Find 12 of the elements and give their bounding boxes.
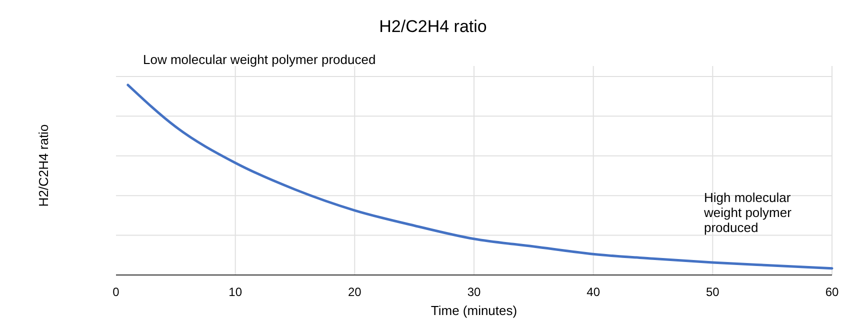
x-tick-label: 10 [228,285,242,299]
text: Low molecular weight polymer produced [143,52,376,67]
x-tick-label: 20 [348,285,362,299]
x-tick-label: 0 [112,285,120,299]
x-tick-label: 30 [467,285,481,299]
chart-title: H2/C2H4 ratio [379,17,487,36]
x-axis-title: Time (minutes) [430,303,518,318]
x-tick-label: 50 [706,285,720,299]
x-tick-label: 40 [586,285,600,299]
x-tick-label: 60 [825,285,839,299]
annotation: High molecular weight polymer produced [703,190,792,235]
y-axis-title: H2/C2H4 ratio [36,124,51,207]
